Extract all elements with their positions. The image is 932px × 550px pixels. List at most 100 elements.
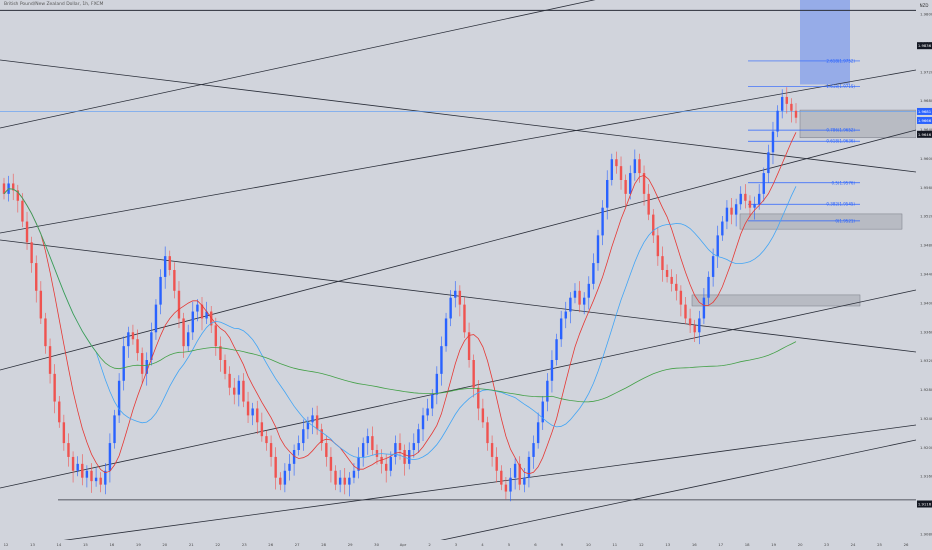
x-tick-label: 19	[136, 542, 141, 547]
x-tick-label: 11	[612, 542, 617, 547]
candle-body	[375, 450, 379, 457]
candle-body	[504, 484, 508, 492]
candle-body	[513, 463, 517, 478]
candle-body	[361, 443, 365, 457]
candle-body	[389, 456, 392, 471]
y-tick-label: 1.9720	[920, 69, 932, 74]
candle-body	[67, 443, 70, 457]
candle-body	[348, 477, 351, 485]
price-badge	[917, 107, 932, 115]
candle-body	[532, 443, 535, 457]
candle-body	[274, 456, 277, 478]
price-badge	[917, 500, 932, 508]
candle-body	[762, 173, 765, 194]
candle-body	[53, 373, 56, 402]
candle-body	[76, 463, 79, 471]
candle-body	[449, 297, 452, 319]
x-tick-label: 21	[189, 542, 194, 547]
candle-body	[334, 470, 337, 485]
currency-label: NZD	[920, 3, 929, 8]
candle-body	[62, 422, 66, 444]
candle-body	[670, 276, 673, 284]
y-tick-label: 1.9400	[920, 300, 932, 305]
candle-body	[550, 360, 554, 381]
candle-body	[343, 477, 346, 485]
x-tick-label: 19	[771, 542, 776, 547]
trend-line	[0, 0, 596, 129]
x-tick-label: 20	[162, 542, 167, 547]
candle-body	[665, 270, 669, 277]
candle-body	[730, 207, 733, 215]
candle-body	[679, 290, 683, 305]
candle-body	[490, 443, 494, 457]
candle-body	[748, 200, 752, 208]
candle-body	[421, 415, 425, 430]
candle-body	[150, 332, 153, 360]
candle-body	[228, 373, 231, 388]
candle-body	[30, 242, 33, 264]
price-zone	[691, 294, 861, 307]
x-tick-label: Apr	[400, 542, 407, 547]
candle-body	[486, 422, 489, 444]
candle-body	[780, 96, 784, 111]
candle-body	[638, 159, 641, 174]
candle-body	[366, 436, 369, 444]
candle-body	[99, 477, 102, 485]
candle-body	[582, 297, 586, 305]
chart-title: British Pound/New Zealand Dollar, 1h, FX…	[4, 2, 104, 7]
candle-body	[431, 394, 434, 409]
candle-body	[408, 450, 411, 464]
candle-body	[260, 422, 264, 437]
candle-body	[159, 276, 162, 305]
candle-body	[85, 470, 89, 478]
candle-body	[615, 159, 618, 167]
y-tick-label: 1.9480	[920, 243, 932, 248]
candle-body	[90, 470, 93, 482]
fib-level-label: 0.786(1.9652)	[826, 128, 855, 133]
candle-body	[279, 477, 282, 485]
candle-body	[200, 304, 204, 319]
y-tick-label: 1.9640	[920, 127, 932, 132]
candle-body	[734, 204, 738, 215]
candle-body	[311, 415, 314, 423]
candle-body	[357, 456, 360, 471]
candle-body	[652, 214, 655, 236]
x-tick-label: 24	[851, 542, 856, 547]
candle-body	[223, 360, 227, 374]
fib-level-label: 2.618(1.9752)	[826, 58, 855, 63]
candle-body	[661, 256, 664, 270]
candle-body	[145, 360, 148, 374]
y-tick-label: 1.9160	[920, 474, 932, 479]
y-tick-label: 1.9240	[920, 416, 932, 421]
candle-body	[458, 290, 462, 305]
x-tick-label: 14	[57, 542, 62, 547]
candle-body	[233, 387, 236, 395]
candle-body	[536, 422, 540, 444]
candle-body	[610, 159, 614, 180]
candle-body	[767, 152, 770, 174]
x-tick-label: 6	[534, 542, 537, 547]
candle-body	[527, 456, 531, 478]
candle-body	[412, 443, 416, 450]
candle-body	[196, 304, 199, 312]
candle-body	[246, 401, 250, 416]
price-badge-label: 1.9116	[918, 502, 932, 507]
x-tick-label: 23	[242, 542, 247, 547]
candle-body	[269, 443, 273, 457]
candle-body	[675, 283, 678, 291]
candle-body	[58, 401, 61, 423]
y-tick-label: 1.9080	[920, 532, 932, 537]
candle-body	[182, 318, 185, 347]
fib-level-label: 0(1.9521)	[835, 218, 855, 223]
candle-body	[440, 346, 443, 374]
candle-body	[265, 436, 268, 444]
candle-body	[435, 373, 439, 395]
candle-body	[633, 159, 637, 174]
candle-body	[168, 256, 171, 270]
candle-body	[587, 283, 590, 298]
candle-body	[725, 207, 729, 222]
moving-average-line	[3, 132, 797, 475]
trend-line	[0, 129, 917, 371]
